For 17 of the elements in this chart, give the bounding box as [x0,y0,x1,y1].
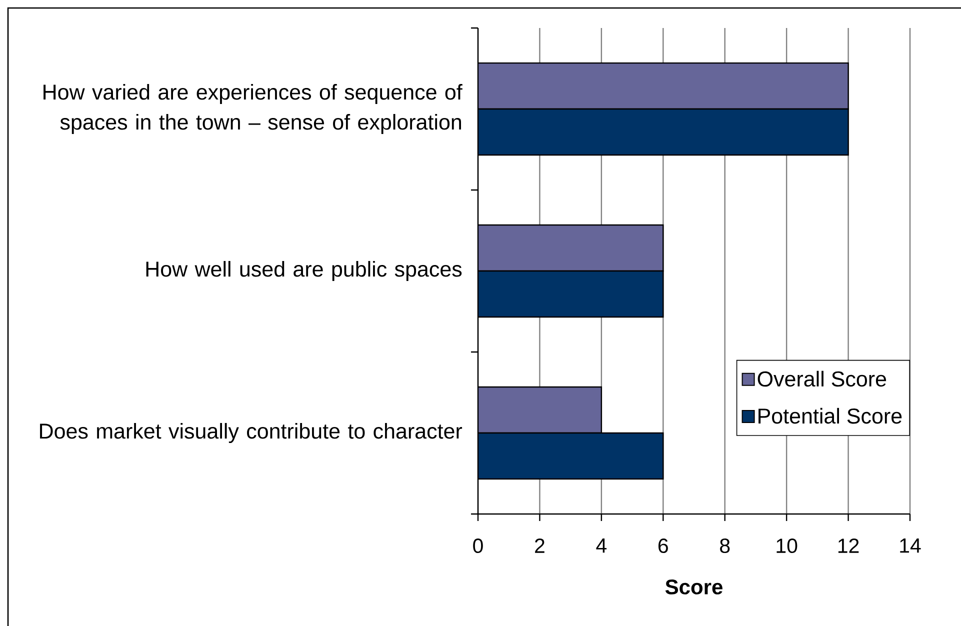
legend-label: Potential Score [758,408,902,424]
x-tick-label: 8 [720,538,730,554]
bar [478,270,664,318]
x-axis-title: Score [665,580,722,594]
bar [478,432,664,480]
y-tick-label: Does market visually contribute to character [40,422,462,444]
legend-label: Overall Score [758,370,886,387]
x-tick-label: 14 [900,538,921,553]
y-tick-label: How varied are experiences of sequence of spaces in the town – sense of exploration [44,84,462,134]
y-tick-label: How well used are public spaces [146,260,462,282]
bar [478,108,849,156]
x-tick-label: 12 [838,538,859,553]
x-tick-label: 6 [658,538,668,554]
x-tick-label: 0 [473,538,483,554]
x-tick-label: 10 [776,538,798,554]
x-tick-label: 2 [535,538,544,553]
x-tick-label: 4 [596,538,607,553]
